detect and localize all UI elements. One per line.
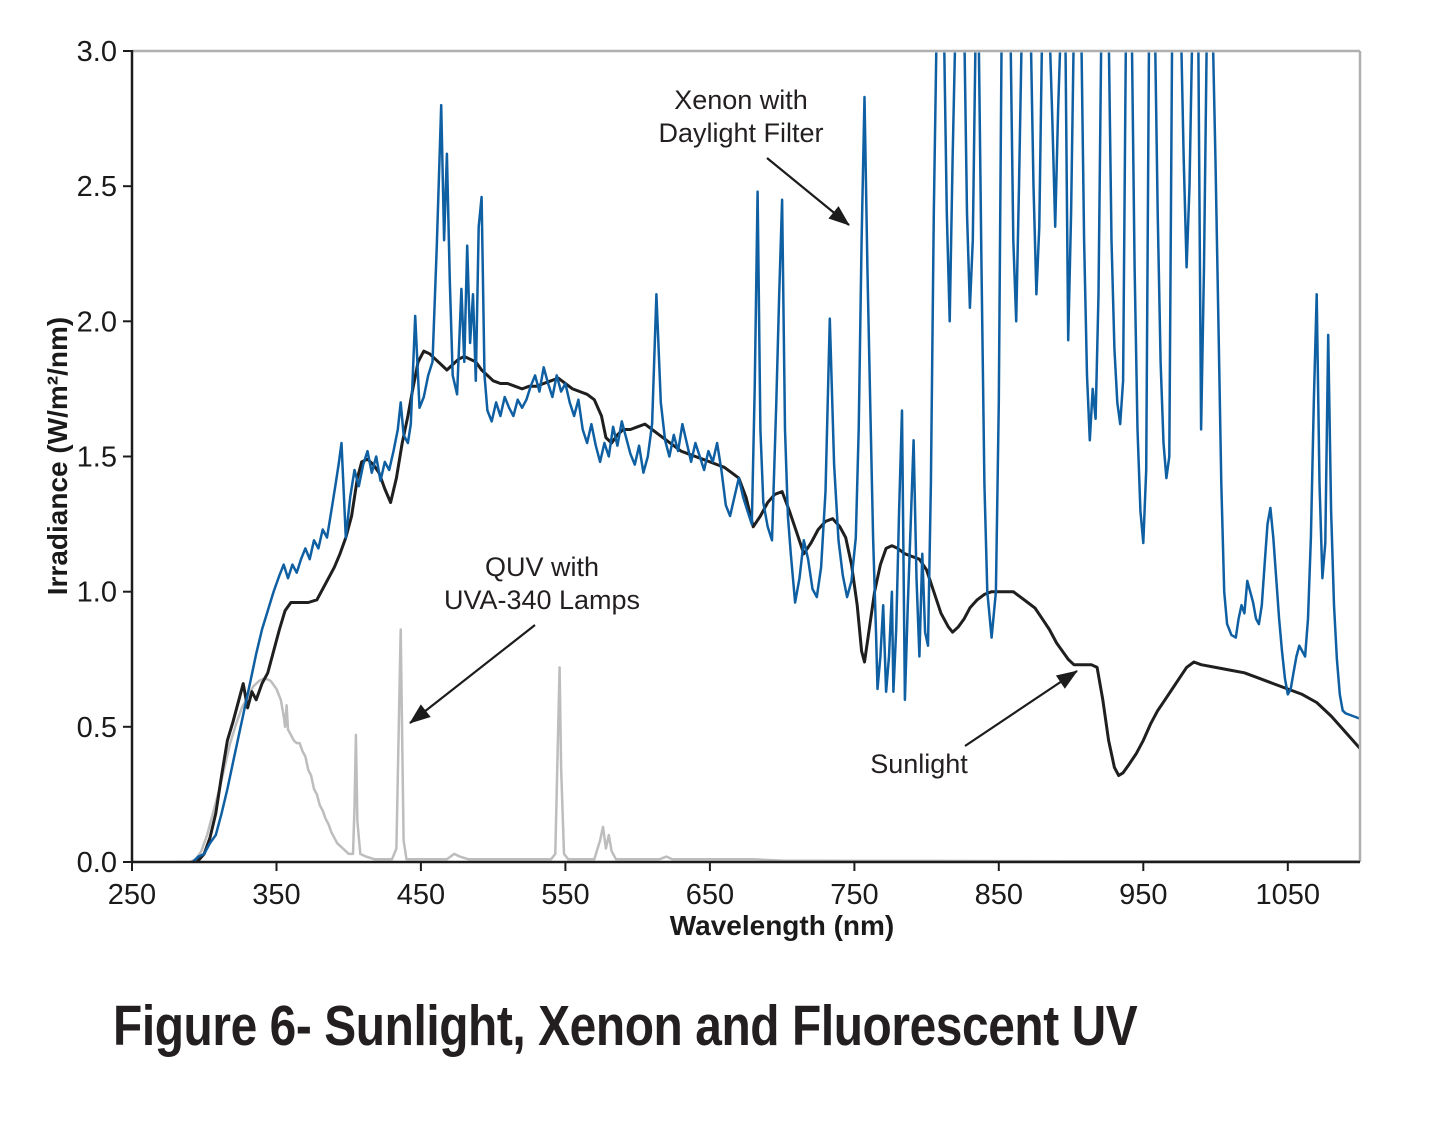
y-tick-label: 2.5 [77,171,117,203]
x-tick-label: 850 [975,879,1023,911]
x-tick-label: 350 [252,879,300,911]
annotation-xenon: Xenon with Daylight Filter [658,84,823,150]
annotation-xenon-line2: Daylight Filter [658,117,824,148]
y-tick-label: 0.5 [77,712,117,744]
y-tick-label: 0.0 [77,847,117,879]
y-tick-label: 2.0 [77,306,117,338]
y-tick-label: 1.5 [77,442,117,474]
figure-caption: Figure 6- Sunlight, Xenon and Fluorescen… [113,994,1138,1058]
annotation-quv-line2: UVA-340 Lamps [443,584,641,615]
x-axis-label: Wavelength (nm) [669,910,895,941]
x-tick-label: 650 [686,879,734,911]
annotation-arrow-xenon [766,157,850,226]
y-axis-label: Irradiance (W/m²/nm) [42,316,73,596]
x-tick-label: 450 [397,879,445,911]
chart-canvas: 250 350 450 550 650 750 850 950 1050 0.0 0.5 1.0 1.5… [77,36,1362,911]
series-xenon [191,52,1359,863]
annotation-sunlight-line1: Sunlight [870,749,968,779]
series-quv [175,628,1359,863]
x-tick-label: 750 [830,879,878,911]
annotation-sunlight: Sunlight [870,748,968,781]
series-sunlight [195,349,1359,863]
x-tick-label: 1050 [1256,879,1321,911]
annotation-xenon-line1: Xenon with [674,85,808,115]
y-tick-label: 1.0 [77,577,117,609]
y-tick-label: 3.0 [77,36,117,68]
annotation-quv-line1: QUV with [484,552,600,582]
spectral-irradiance-chart: 250 350 450 550 650 750 850 950 1050 0.0 0.5 1.0 1.5… [42,36,1362,941]
x-tick-label: 550 [541,879,589,911]
x-tick-label: 250 [108,879,156,911]
x-tick-label: 950 [1119,879,1167,911]
annotation-arrow-sunlight [964,670,1078,747]
annotation-quv: QUV with UVA-340 Lamps [444,551,640,617]
annotation-arrow-quv [409,624,536,724]
